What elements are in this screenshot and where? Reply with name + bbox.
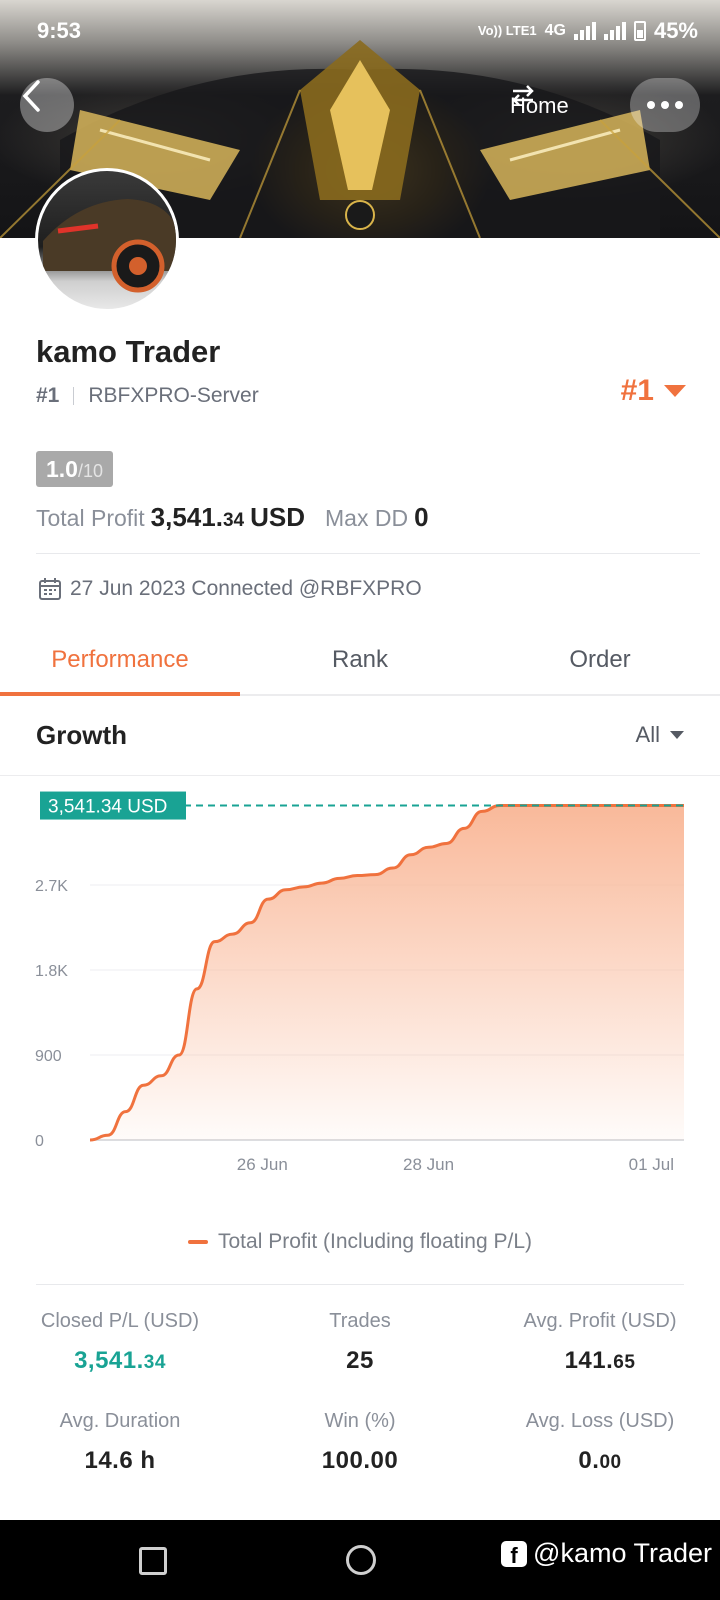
growth-header: Growth All	[0, 698, 720, 776]
stat-value: 14.6 h	[84, 1447, 156, 1474]
tab-performance[interactable]: Performance	[0, 630, 240, 696]
home-button[interactable]: Home	[510, 84, 569, 128]
divider	[36, 553, 700, 554]
swap-icon	[512, 85, 534, 106]
caret-down-icon	[670, 731, 684, 739]
volte-indicator: Vo)) LTE1	[477, 23, 537, 38]
max-dd-label: Max DD	[325, 505, 409, 531]
total-profit-unit: USD	[250, 502, 305, 532]
divider	[73, 387, 75, 405]
stat-item: Win (%) 100.00	[240, 1410, 480, 1475]
stat-item: Trades 25	[240, 1310, 480, 1375]
car-illustration	[0, 40, 720, 238]
y-tick-label: 2.7K	[35, 878, 68, 895]
trader-rank: #1	[36, 384, 60, 407]
network-type: 4G	[544, 22, 566, 39]
y-tick-label: 1.8K	[35, 963, 68, 980]
stat-item: Closed P/L (USD) 3,541.34	[0, 1310, 240, 1375]
stat-label: Avg. Loss (USD)	[525, 1410, 675, 1432]
stat-label: Closed P/L (USD)	[40, 1310, 200, 1332]
stat-label: Avg. Profit (USD)	[523, 1310, 677, 1332]
legend-swatch	[188, 1240, 208, 1244]
stat-value: 100.00	[321, 1447, 399, 1474]
signal-icon	[573, 22, 596, 40]
growth-filter-dropdown[interactable]: All	[636, 722, 684, 748]
y-tick-label: 0	[35, 1133, 44, 1150]
cover-image: 9:53 Vo)) LTE1 4G 45% Home	[0, 0, 720, 238]
connected-text: 27 Jun 2023 Connected @RBFXPRO	[70, 577, 422, 600]
facebook-icon: f	[501, 1540, 528, 1567]
home-nav-button[interactable]	[346, 1545, 376, 1575]
recents-button[interactable]	[139, 1547, 167, 1575]
current-value-badge	[40, 791, 186, 820]
divider	[36, 1284, 684, 1285]
series-line	[89, 804, 684, 1142]
rank-dropdown[interactable]: #1	[621, 374, 686, 408]
x-tick-label: 01 Jul	[629, 1155, 674, 1174]
signal-2-icon	[603, 22, 626, 40]
stat-value: 3,541.34	[74, 1347, 166, 1374]
avatar-car-image	[43, 199, 176, 293]
system-nav-bar	[0, 1520, 720, 1600]
more-dots-icon	[647, 101, 655, 109]
calendar-icon	[39, 578, 61, 600]
battery-percent: 45%	[653, 18, 698, 43]
chevron-left-icon	[22, 80, 40, 112]
stat-label: Trades	[329, 1310, 391, 1332]
stat-value: 0.00	[578, 1447, 622, 1474]
chart-legend: Total Profit (Including floating P/L)	[0, 1230, 720, 1254]
score-badge: 1.0 /10	[36, 451, 114, 487]
battery-icon	[633, 21, 646, 41]
status-time: 9:53	[37, 18, 82, 43]
max-dd-value: 0	[414, 502, 429, 532]
avatar[interactable]	[35, 168, 179, 312]
x-tick-label: 26 Jun	[237, 1155, 288, 1174]
watermark: f @kamo Trader	[501, 1538, 712, 1569]
status-bar: 9:53 Vo)) LTE1 4G 45%	[0, 0, 720, 60]
stat-item: Avg. Duration 14.6 h	[0, 1410, 240, 1475]
score-value: 1.0	[46, 456, 78, 482]
tab-order[interactable]: Order	[569, 646, 631, 673]
trader-subtitle: #1 RBFXPRO-Server	[36, 384, 259, 408]
total-profit-value: 3,541.34	[150, 502, 245, 532]
stat-label: Avg. Duration	[59, 1410, 181, 1432]
server-name: RBFXPRO-Server	[88, 384, 259, 407]
tab-rank[interactable]: Rank	[331, 646, 389, 673]
more-options-button[interactable]	[630, 78, 700, 132]
score-max: /10	[77, 461, 104, 481]
back-button[interactable]	[20, 78, 74, 132]
growth-chart[interactable]: 0 900 1.8K 2.7K 3,541.34 USD 26 Jun 28 Jun 01 J…	[0, 790, 720, 1200]
growth-filter-label: All	[635, 722, 660, 747]
tab-bar: Performance Rank Order	[0, 630, 720, 696]
stat-item: Avg. Loss (USD) 0.00	[480, 1410, 720, 1475]
legend-label: Total Profit (Including floating P/L)	[218, 1230, 532, 1253]
watermark-text: @kamo Trader	[533, 1538, 712, 1568]
stat-label: Win (%)	[324, 1410, 396, 1432]
current-value-label: 3,541.34 USD	[48, 797, 167, 818]
series-area	[90, 805, 684, 1140]
rank-badge: #1	[620, 374, 654, 407]
growth-title: Growth	[36, 720, 127, 750]
stat-value: 25	[346, 1347, 374, 1374]
trader-name: kamo Trader	[36, 334, 221, 369]
caret-down-icon	[664, 385, 686, 397]
connected-info: 27 Jun 2023 Connected @RBFXPRO	[38, 577, 422, 601]
total-profit-label: Total Profit	[36, 505, 145, 531]
profit-summary: Total Profit 3,541.34 USD Max DD 0	[36, 502, 429, 533]
stat-item: Avg. Profit (USD) 141.65	[480, 1310, 720, 1375]
stat-value: 141.65	[564, 1347, 636, 1374]
y-tick-label: 900	[35, 1048, 62, 1065]
home-label: Home	[510, 93, 569, 118]
x-tick-label: 28 Jun	[403, 1155, 454, 1174]
